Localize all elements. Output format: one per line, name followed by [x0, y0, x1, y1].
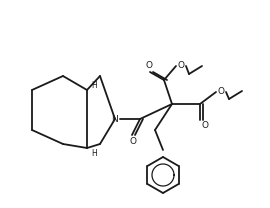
Text: O: O [177, 61, 184, 69]
Text: O: O [201, 121, 208, 130]
Text: N: N [112, 114, 118, 124]
Text: O: O [130, 137, 137, 146]
Text: O: O [218, 87, 224, 95]
Text: O: O [146, 61, 153, 69]
Text: H: H [91, 80, 97, 89]
Text: H: H [91, 149, 97, 157]
